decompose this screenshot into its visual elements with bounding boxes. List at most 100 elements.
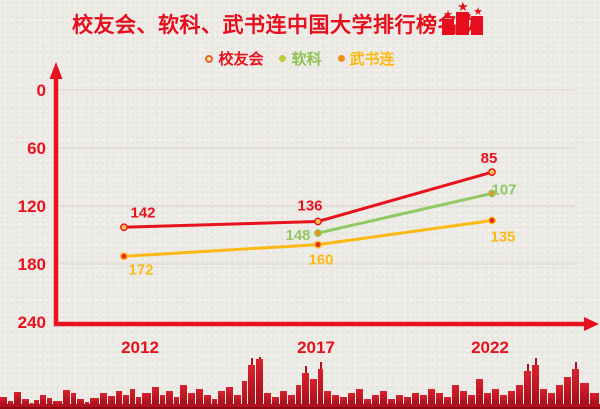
data-point-marker (120, 223, 128, 232)
legend-label: 软科 (291, 51, 322, 68)
y-tick-label: 60 (27, 139, 46, 158)
city-skyline-icon (0, 357, 600, 409)
skyline-building (296, 385, 301, 405)
star-icon: ★ (443, 9, 453, 21)
skyline-building (34, 400, 39, 405)
skyline-building (53, 401, 62, 405)
data-point-label: 85 (481, 150, 498, 167)
y-tick-label: 240 (18, 313, 46, 332)
skyline-ground-shadow (0, 407, 600, 409)
skyline-building (436, 393, 443, 405)
data-point-marker (314, 217, 322, 226)
skyline-building (572, 369, 579, 405)
skyline-building (85, 402, 89, 405)
skyline-building (272, 397, 279, 405)
y-tick-label: 0 (37, 81, 46, 100)
y-axis-arrow-icon (49, 62, 63, 79)
skyline-building (524, 371, 531, 405)
legend-label: 校友会 (218, 51, 264, 68)
skyline-building (77, 399, 84, 405)
legend-item-ruanke: 软科 (279, 48, 322, 69)
podium-icon: ★ ★ ★ (442, 2, 483, 35)
skyline-antenna (535, 358, 537, 365)
skyline-building (248, 365, 255, 405)
skyline-antenna (320, 362, 322, 369)
skyline-building (152, 387, 159, 405)
data-point-marker (488, 168, 496, 177)
skyline-building (324, 391, 331, 405)
podium-bar-right (471, 16, 483, 35)
skyline-building (0, 397, 7, 405)
skyline-building (160, 395, 165, 405)
skyline-building (532, 365, 539, 405)
skyline-building (142, 393, 151, 405)
skyline-building (468, 395, 475, 405)
skyline-building (310, 379, 317, 405)
skyline-building (404, 397, 411, 405)
skyline-building (116, 391, 122, 405)
data-point-label: 148 (285, 227, 310, 244)
x-tick-label: 2017 (297, 338, 335, 357)
skyline-building (372, 395, 379, 405)
star-icon: ★ (457, 2, 469, 14)
legend-item-xiaoyouhui: 校友会 (205, 48, 263, 69)
skyline-building (428, 389, 435, 405)
skyline-building (356, 389, 363, 405)
skyline-building (396, 395, 403, 405)
wushulian-marker-icon (337, 55, 345, 62)
skyline-building (452, 385, 459, 405)
podium-bar-middle (456, 12, 469, 35)
skyline-building (71, 393, 76, 405)
skyline-building (14, 392, 21, 405)
y-tick-label: 120 (18, 197, 46, 216)
xiaoyouhui-marker-icon (205, 54, 214, 63)
skyline-building (47, 398, 52, 405)
skyline-building (318, 369, 323, 405)
skyline-building (256, 359, 263, 405)
skyline-building (8, 401, 13, 405)
skyline-building (388, 399, 395, 405)
skyline-building (476, 379, 483, 405)
data-point-marker (488, 216, 496, 225)
skyline-antenna (251, 358, 253, 365)
skyline-building (264, 393, 271, 405)
skyline-building (242, 381, 247, 405)
chart-title: 校友会、软科、武书连中国大学排行榜名次 (72, 14, 481, 37)
data-point-marker (120, 252, 128, 261)
x-axis-arrow-icon (584, 317, 599, 331)
data-point-label: 142 (130, 204, 155, 221)
skyline-building (166, 391, 173, 405)
skyline-building (22, 399, 29, 405)
skyline-building (234, 395, 241, 405)
skyline-building (380, 391, 387, 405)
skyline-antenna (575, 362, 577, 369)
skyline-building (580, 383, 589, 405)
skyline-building (180, 385, 187, 405)
skyline-building (500, 395, 507, 405)
skyline-building (63, 390, 70, 405)
skyline-building (288, 395, 295, 405)
skyline-ground (0, 404, 600, 409)
ruanke-marker-icon (279, 55, 287, 62)
skyline-building (212, 399, 217, 405)
skyline-building (218, 391, 225, 405)
star-icon: ★ (473, 6, 483, 18)
skyline-building (204, 395, 211, 405)
skyline-building (302, 373, 309, 405)
data-point-label: 135 (490, 229, 515, 246)
skyline-building (340, 397, 347, 405)
skyline-building (492, 389, 499, 405)
skyline-building (508, 391, 515, 405)
y-tick-label: 180 (18, 255, 46, 274)
skyline-building (412, 393, 419, 405)
skyline-antenna (305, 366, 307, 373)
skyline-building (40, 395, 46, 405)
data-point-marker (314, 229, 322, 237)
x-tick-label: 2022 (471, 338, 509, 357)
skyline-building (564, 377, 571, 405)
skyline-building (548, 393, 555, 405)
x-tick-label: 2012 (121, 338, 159, 357)
skyline-building (280, 391, 287, 405)
skyline-building (100, 393, 107, 405)
